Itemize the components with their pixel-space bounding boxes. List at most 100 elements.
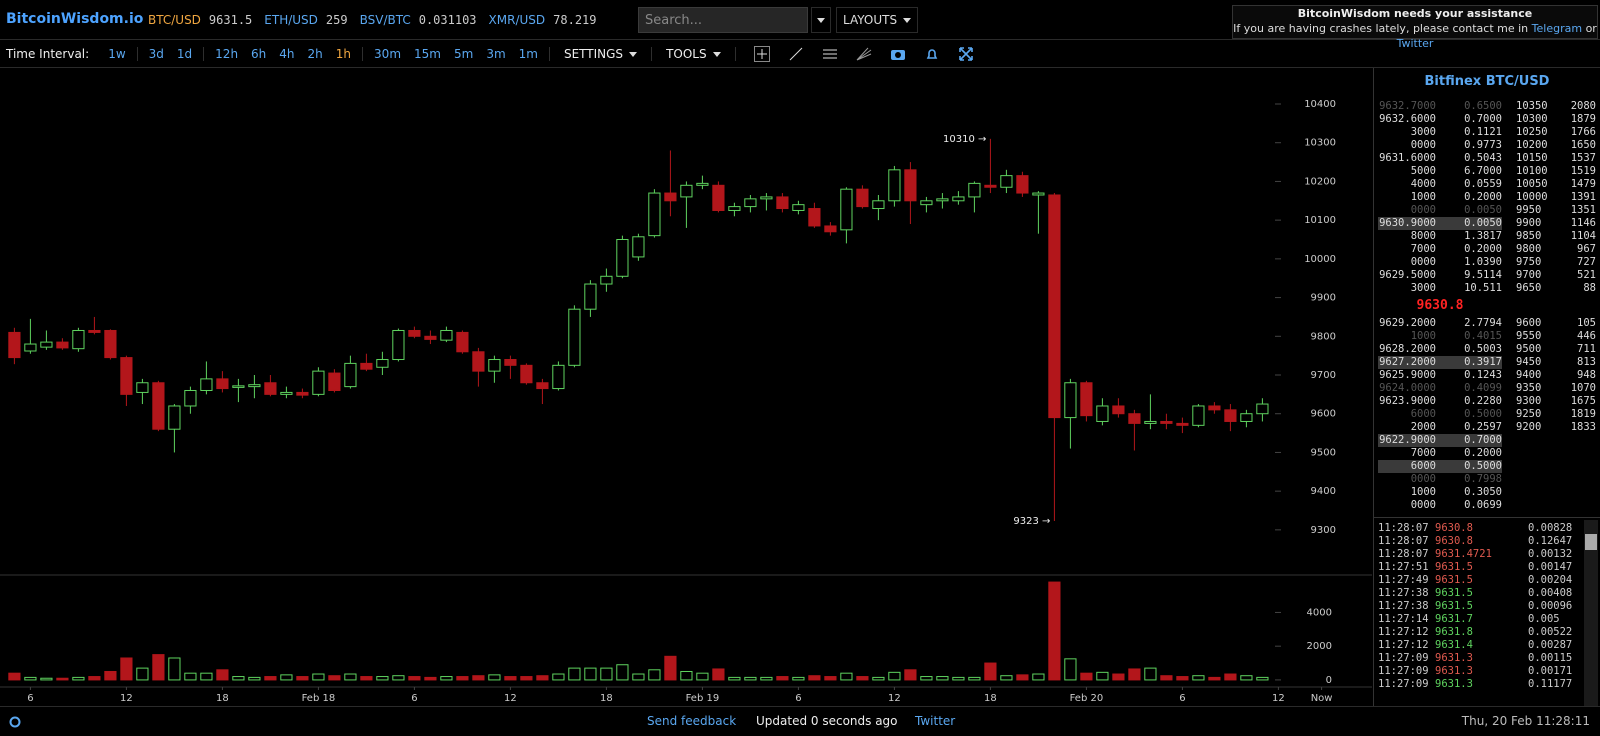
depth-total: 1537 (1570, 152, 1596, 164)
fullscreen-tool[interactable] (958, 46, 974, 62)
volume-bar (248, 676, 261, 681)
candle-body (840, 188, 853, 231)
interval[interactable]: 6h (251, 46, 267, 61)
line-tool[interactable] (788, 46, 804, 62)
candle-body (280, 391, 293, 395)
interval[interactable]: 4h (279, 46, 295, 61)
depth-total: 1819 (1570, 408, 1596, 420)
book-amount: 0.5000 (1464, 408, 1502, 420)
interval[interactable]: 1d (176, 46, 193, 61)
interval[interactable]: 1h (335, 46, 352, 61)
candle-body (328, 372, 341, 391)
interval-group: 12h 6h 4h 2h 1h (204, 46, 364, 61)
volume-bar (136, 667, 149, 681)
twitter-footer-link[interactable]: Twitter (915, 714, 956, 728)
book-amount: 0.2000 (1464, 243, 1502, 255)
interval-group: 30m 15m 5m 3m 1m (363, 46, 550, 61)
interval[interactable]: 15m (414, 46, 441, 61)
volume-bar (88, 676, 101, 681)
interval-group: 1w (97, 46, 138, 61)
tools-menu[interactable]: TOOLS (652, 46, 736, 61)
volume-bar (1016, 674, 1029, 681)
book-amount: 0.0050 (1464, 204, 1502, 216)
depth-total: 1391 (1570, 191, 1596, 203)
trade-price: 9631.8 (1435, 626, 1473, 638)
book-amount: 0.6500 (1464, 100, 1502, 112)
candle-body (1016, 175, 1029, 194)
scrollbar[interactable] (1584, 520, 1598, 706)
candle-body (824, 225, 837, 233)
y-tick-label: 9400 (1311, 486, 1336, 497)
interval[interactable]: 30m (374, 46, 402, 61)
depth-price: 9600 (1516, 317, 1542, 329)
scroll-thumb[interactable] (1585, 534, 1597, 550)
candle-body (888, 169, 901, 202)
book-row: 6000 0.5000 (1378, 408, 1502, 421)
ticker[interactable]: BSV/BTC 0.031103 (360, 13, 477, 27)
trade-row: 11:27:09 9631.3 0.00115 (1378, 652, 1582, 665)
candle-body (248, 384, 261, 388)
ticker[interactable]: XMR/USD 78.219 (489, 13, 597, 27)
candle-body (1240, 413, 1253, 422)
volume-bar (1160, 675, 1173, 681)
book-row: 7000 0.2000 (1378, 447, 1502, 460)
interval[interactable]: 3d (148, 46, 164, 61)
crosshair-tool[interactable] (753, 45, 770, 62)
volume-bar (616, 664, 629, 681)
trade-time: 11:27:09 (1378, 652, 1429, 664)
depth-row: 9750 727 (1516, 256, 1596, 269)
brand[interactable]: BitcoinWisdom.io (6, 11, 144, 27)
feedback-link[interactable]: Send feedback (647, 714, 737, 728)
twitter-link[interactable]: Twitter (1396, 37, 1434, 50)
volume-tick-label: 2000 (1307, 641, 1332, 652)
book-price: 9625.9000 (1379, 369, 1436, 381)
book-price: 3000 (1410, 282, 1436, 294)
book-row: 9629.5000 9.5114 (1378, 269, 1502, 282)
interval[interactable]: 2h (307, 46, 323, 61)
volume-bar (776, 676, 789, 681)
book-price: 0000 (1410, 256, 1436, 268)
alert-tool[interactable] (924, 46, 940, 62)
interval[interactable]: 5m (453, 46, 474, 61)
book-amount: 0.3050 (1464, 486, 1502, 498)
volume-bar (888, 671, 901, 681)
interval[interactable]: 1w (108, 46, 126, 61)
volume-tick-label: 0 (1326, 675, 1332, 686)
book-row: 9632.6000 0.7000 (1378, 113, 1502, 126)
book-price: 6000 (1410, 408, 1436, 420)
depth-total: 2080 (1570, 100, 1596, 112)
telegram-link[interactable]: Telegram (1531, 22, 1583, 35)
ticker[interactable]: ETH/USD 259 (264, 13, 347, 27)
candle-body (440, 329, 453, 341)
candle-body (1128, 413, 1141, 424)
volume-bar (104, 670, 117, 681)
settings-icon[interactable] (8, 715, 22, 729)
book-amount: 0.2000 (1464, 447, 1502, 459)
interval[interactable]: 12h (215, 46, 239, 61)
y-tick-label: 9900 (1311, 293, 1336, 304)
volume-bar (280, 674, 293, 681)
depth-row: 9900 1146 (1516, 217, 1596, 230)
candle-body (808, 208, 821, 227)
candle-body (72, 329, 85, 350)
fan-tool[interactable] (856, 46, 872, 62)
trade-time: 11:28:07 (1378, 535, 1429, 547)
book-price: 1000 (1410, 330, 1436, 342)
layouts-menu[interactable]: LAYOUTS (836, 7, 919, 33)
depth-price: 9450 (1516, 356, 1542, 368)
candle-body (472, 351, 485, 372)
settings-label: SETTINGS (563, 46, 624, 61)
ticker[interactable]: BTC/USD 9631.5 (148, 13, 252, 27)
interval[interactable]: 1m (518, 46, 538, 61)
candle-body (1160, 420, 1173, 424)
book-amount: 0.2597 (1464, 421, 1502, 433)
settings-menu[interactable]: SETTINGS (550, 46, 653, 61)
x-tick-label: 12 (888, 693, 901, 704)
interval[interactable]: 3m (486, 46, 506, 61)
trade-time: 11:28:07 (1378, 548, 1429, 560)
trade-amount: 0.00408 (1528, 587, 1573, 599)
search-box[interactable]: Search... (638, 7, 808, 33)
search-dropdown[interactable] (811, 7, 831, 33)
hline-tool[interactable] (822, 46, 838, 62)
snapshot-tool[interactable] (890, 46, 906, 62)
